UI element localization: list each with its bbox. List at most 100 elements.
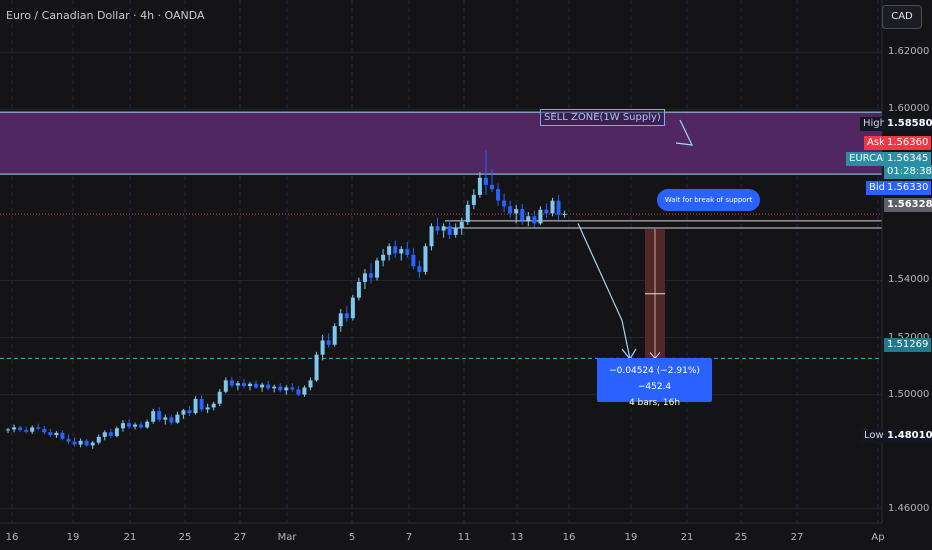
- low-value-tag: 1.48010: [884, 429, 932, 443]
- time-tick-label: Mar: [277, 532, 297, 543]
- time-tick-label: 16: [562, 532, 576, 543]
- low-label-tag: Low: [861, 429, 887, 443]
- candle-body-72: [441, 226, 446, 231]
- candle-body-23: [145, 421, 150, 428]
- candle-body-47: [290, 387, 295, 390]
- currency-button[interactable]: CAD: [882, 5, 922, 29]
- last-price-tag: 1.56328: [884, 198, 932, 212]
- symbol-label-tag: EURCAD: [846, 152, 894, 166]
- candle-body-7: [48, 432, 53, 436]
- candle-body-89: [544, 209, 549, 214]
- candle-body-31: [193, 398, 198, 414]
- price-tick-label: 1.62000: [888, 46, 930, 58]
- measurement-change: −0.04524 (−2.91%) −452.4: [609, 366, 700, 392]
- candle-body-22: [139, 424, 144, 428]
- candle-body-41: [254, 383, 259, 388]
- candle-body-11: [72, 441, 77, 445]
- candle-body-61: [375, 260, 380, 278]
- candle-body-58: [356, 281, 361, 298]
- candle-body-2: [18, 427, 23, 430]
- candle-body-56: [344, 313, 349, 319]
- candle-body-69: [423, 246, 428, 272]
- candle-body-29: [181, 410, 186, 415]
- candle-body-18: [114, 428, 119, 436]
- price-axis-bg: [882, 0, 932, 550]
- candle-body-48: [296, 389, 301, 395]
- time-tick-label: 25: [734, 532, 748, 543]
- candle-body-54: [332, 326, 337, 345]
- candle-body-83: [508, 206, 513, 214]
- candle-body-90: [550, 200, 555, 214]
- candle-body-35: [217, 391, 222, 404]
- candle-body-4: [30, 427, 35, 432]
- candle-body-86: [526, 216, 531, 221]
- time-tick-label: 21: [123, 532, 137, 543]
- price-tick-label: 1.46000: [888, 502, 930, 514]
- time-tick-label: 27: [233, 532, 247, 543]
- candle-body-84: [514, 209, 519, 214]
- time-tick-label: 21: [680, 532, 694, 543]
- candle-body-26: [163, 417, 168, 420]
- candle-body-63: [387, 246, 392, 255]
- candle-body-67: [411, 254, 416, 267]
- candle-body-59: [362, 273, 367, 282]
- candle-body-80: [490, 184, 494, 190]
- candle-body-33: [205, 407, 210, 410]
- candle-body-74: [453, 227, 458, 235]
- bid-value-tag: 1.56330: [884, 181, 932, 195]
- candle-body-10: [66, 438, 71, 442]
- candle-body-0: [6, 429, 10, 431]
- candle-body-87: [532, 216, 537, 224]
- countdown-tag: 01:28:38: [884, 165, 932, 179]
- wait-callout[interactable]: Wait for break of support: [657, 189, 760, 211]
- candle-body-49: [302, 387, 307, 395]
- candle-body-1: [12, 427, 17, 430]
- candle-body-37: [229, 380, 234, 386]
- candle-body-24: [151, 411, 156, 422]
- candle-body-76: [465, 204, 470, 222]
- candle-body-79: [483, 177, 488, 185]
- candle-body-16: [102, 432, 107, 437]
- time-tick-label: 27: [790, 532, 804, 543]
- candle-body-15: [96, 436, 101, 443]
- candle-body-55: [338, 313, 343, 327]
- candle-body-52: [320, 340, 325, 355]
- price-tick-label: 1.54000: [888, 274, 930, 286]
- time-tick-label: 19: [66, 532, 80, 543]
- candle-body-5: [36, 427, 41, 429]
- candle-body-78: [477, 177, 482, 195]
- time-tick-label: 13: [510, 532, 524, 543]
- candle-body-8: [54, 432, 59, 436]
- candle-body-91: [556, 200, 561, 215]
- candle-body-3: [24, 429, 29, 432]
- candle-body-14: [90, 442, 95, 446]
- candle-body-9: [60, 432, 65, 439]
- candle-body-82: [502, 200, 507, 207]
- ask-value-tag: 1.56360: [884, 136, 932, 150]
- candle-body-38: [235, 383, 240, 386]
- candle-body-70: [429, 226, 434, 247]
- projection-path: [577, 223, 631, 360]
- candle-body-19: [120, 423, 125, 429]
- candle-body-51: [314, 354, 319, 381]
- price-tick-label: 1.50000: [888, 388, 930, 400]
- candle-body-6: [42, 428, 47, 433]
- target-price-tag: 1.51269: [884, 338, 932, 352]
- sell-zone-label[interactable]: SELL ZONE(1W Supply): [540, 109, 665, 126]
- candle-body-60: [369, 273, 373, 278]
- candle-body-81: [496, 189, 501, 201]
- candle-body-34: [211, 403, 216, 408]
- symbol-title: Euro / Canadian Dollar · 4h · OANDA: [6, 9, 205, 22]
- high-value-tag: 1.58580: [884, 117, 932, 131]
- symbol-value-tag: 1.56345: [884, 152, 932, 166]
- candle-body-75: [459, 221, 464, 228]
- candle-body-53: [326, 340, 331, 345]
- ask-label-tag: Ask: [864, 136, 888, 150]
- time-tick-label: 19: [624, 532, 638, 543]
- candle-body-17: [108, 432, 113, 436]
- candle-body-62: [381, 254, 386, 261]
- bid-label-tag: Bid: [866, 181, 888, 195]
- measurement-box[interactable]: −0.04524 (−2.91%) −452.4 4 bars, 16h: [597, 358, 712, 408]
- candle-body-50: [308, 380, 313, 388]
